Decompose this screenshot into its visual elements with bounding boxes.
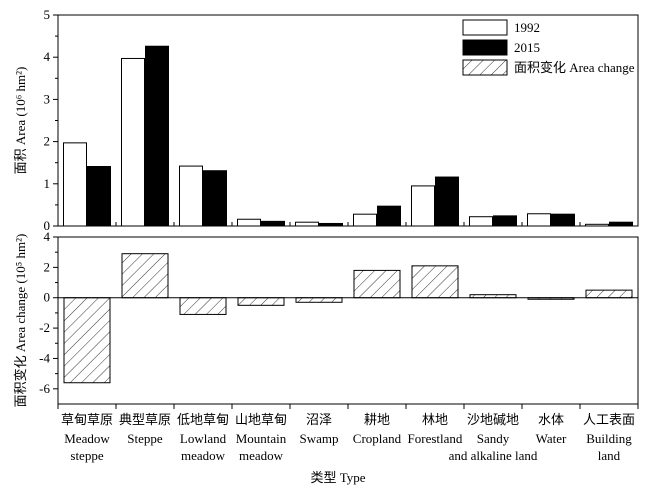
bottom-y-tick-label: -4 — [39, 350, 50, 365]
category-label-cn: 人工表面 — [583, 412, 635, 427]
change-bar-6 — [411, 265, 459, 299]
top-y-tick-label: 2 — [44, 134, 51, 149]
category-label-en: Water — [536, 431, 567, 446]
bar-2015-7 — [493, 215, 517, 227]
bar-1992-8 — [527, 213, 551, 227]
legend-swatch — [462, 59, 508, 76]
legend-label: 1992 — [514, 20, 540, 35]
category-label-en: Forestland — [408, 431, 463, 446]
bottom-y-tick-label: 0 — [44, 290, 51, 305]
legend-swatch — [462, 19, 508, 36]
bar-1992-1 — [121, 57, 145, 227]
category-label-en: Mountain — [236, 431, 287, 446]
legend: 1992 2015 面积变化 Area change — [462, 19, 635, 76]
category-labels: 草甸草原 Meadow steppe 典型草原 Steppe 低地草甸 Lowland mea… — [61, 412, 635, 463]
change-bar-2 — [179, 297, 227, 315]
bar-2015-3 — [261, 220, 285, 227]
category-label-en: Steppe — [127, 431, 163, 446]
bar-1992-7 — [469, 216, 493, 227]
bottom-y-tick-label: 2 — [44, 259, 51, 274]
bottom-y-axis-label: 面积变化 Area change (10⁵ hm²) — [13, 234, 28, 408]
top-y-tick-label: 3 — [44, 91, 51, 106]
bar-2015-8 — [551, 213, 575, 227]
category-label-cn: 沙地碱地 — [467, 412, 519, 427]
bar-1992-3 — [237, 218, 261, 227]
top-y-axis-label: 面积 Area (10⁶ hm²) — [13, 67, 28, 175]
bottom-y-tick-label: 4 — [44, 229, 51, 244]
change-bar-3 — [237, 297, 285, 306]
category-label-en: land — [598, 448, 621, 463]
change-bar-4 — [295, 297, 343, 303]
bottom-y-tick-label: -6 — [39, 381, 50, 396]
category-label-cn: 草甸草原 — [61, 412, 113, 427]
category-label-en: steppe — [70, 448, 103, 463]
bar-2015-0 — [87, 165, 111, 227]
top-y-tick-label: 5 — [44, 7, 51, 22]
bottom-panel-area-change: -6 -4 -2 0 2 4 — [39, 229, 639, 409]
category-label-en: Building — [586, 431, 632, 446]
top-y-tick-label: 0 — [44, 218, 51, 233]
bar-2015-6 — [435, 176, 459, 227]
category-label-en: Meadow — [64, 431, 110, 446]
bar-2015-9 — [609, 221, 633, 227]
top-y-tick-label: 4 — [44, 49, 51, 64]
bar-1992-0 — [63, 142, 87, 227]
category-label-cn: 水体 — [538, 412, 564, 427]
bar-1992-2 — [179, 165, 203, 227]
bar-1992-6 — [411, 185, 435, 227]
top-y-tick-label: 1 — [44, 176, 51, 191]
category-label-cn: 山地草甸 — [235, 412, 287, 427]
category-label-cn: 典型草原 — [119, 412, 171, 427]
bar-2015-5 — [377, 205, 401, 227]
bar-1992-5 — [353, 213, 377, 227]
legend-label: 2015 — [514, 40, 540, 55]
category-label-cn: 低地草甸 — [177, 412, 229, 427]
bar-1992-4 — [295, 221, 319, 227]
category-label-en: meadow — [239, 448, 284, 463]
change-bar-5 — [353, 269, 401, 299]
category-label-en: and alkaline land — [449, 448, 538, 463]
category-label-en: Lowland — [180, 431, 227, 446]
legend-swatch — [462, 39, 508, 56]
top-panel-area: 0 1 2 3 4 5 — [44, 7, 639, 233]
category-label-cn: 耕地 — [364, 412, 390, 427]
bar-2015-2 — [203, 170, 227, 227]
legend-label: 面积变化 Area change — [514, 60, 635, 75]
change-bar-0 — [63, 297, 111, 384]
category-label-en: meadow — [181, 448, 226, 463]
category-label-en: Cropland — [353, 431, 402, 446]
category-label-cn: 林地 — [422, 412, 448, 427]
category-label-cn: 沼泽 — [306, 412, 332, 427]
x-axis-title: 类型 Type — [310, 470, 365, 485]
change-bar-1 — [121, 253, 169, 299]
bottom-y-tick-label: -2 — [39, 320, 50, 335]
category-label-en: Swamp — [300, 431, 339, 446]
change-bar-9 — [585, 289, 633, 299]
bar-2015-1 — [145, 45, 169, 227]
category-label-en: Sandy — [477, 431, 510, 446]
